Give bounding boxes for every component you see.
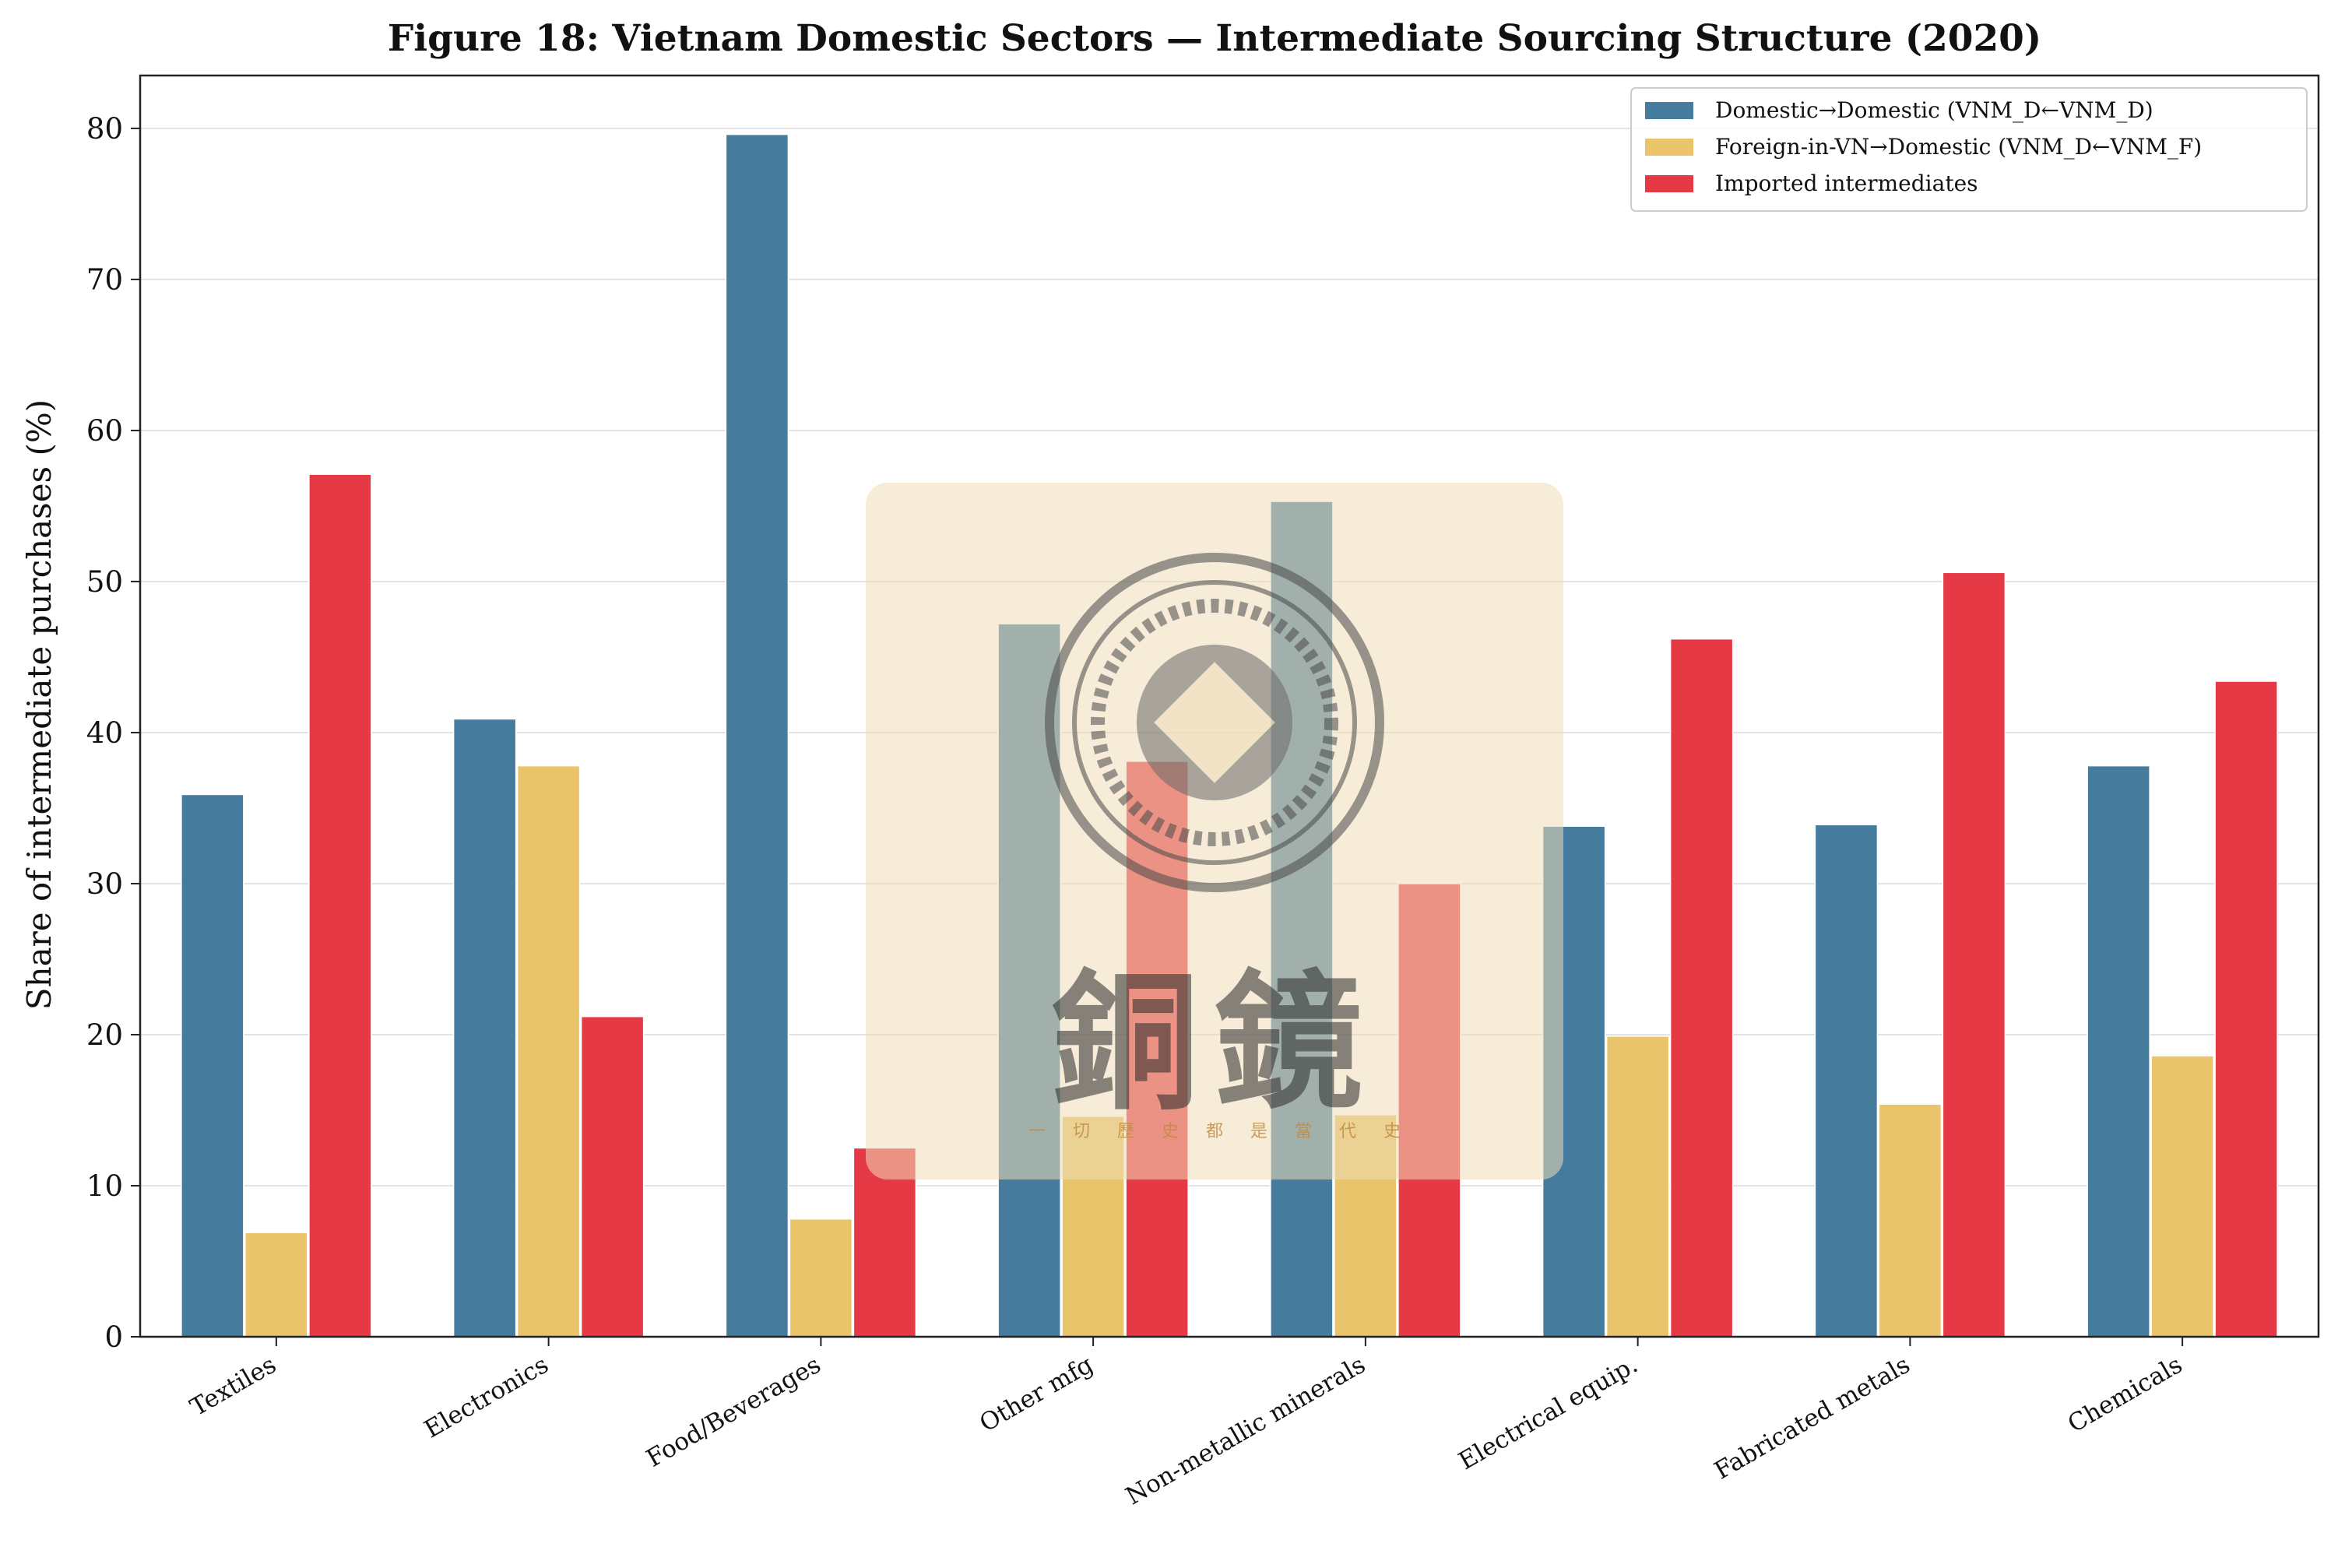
legend-label: Imported intermediates (1715, 171, 1978, 196)
bar (1605, 1035, 1670, 1338)
watermark-logo-text: 銅鏡 (1051, 957, 1378, 1129)
watermark-tagline-char: 當 (1295, 1122, 1312, 1141)
watermark-tagline-char: 史 (1162, 1122, 1179, 1141)
watermark-tagline-char: 代 (1339, 1122, 1356, 1141)
watermark-tagline-char: 一 (1028, 1122, 1046, 1141)
bar (1669, 638, 1734, 1338)
watermark-emblem: 銅鏡 (1045, 553, 1384, 1129)
watermark-tagline-char: 歷 (1117, 1122, 1134, 1141)
bar (308, 473, 372, 1338)
y-tick-label: 20 (86, 1018, 123, 1052)
legend-swatch (1645, 102, 1693, 119)
watermark-tagline: 一切歷史都是當代史 (1028, 1122, 1401, 1141)
legend-label: Domestic→Domestic (VNM_D←VNM_D) (1715, 97, 2153, 123)
watermark-tagline-char: 是 (1250, 1122, 1267, 1141)
watermark: 銅鏡 一 切 歷 史 都 是 當 代 史 (866, 483, 1563, 1180)
bar (2087, 765, 2150, 1338)
bar (1942, 571, 2006, 1338)
bar (516, 765, 581, 1338)
bar (1814, 824, 1879, 1338)
legend-swatch (1645, 139, 1693, 156)
bar (580, 1015, 645, 1338)
plot-frame (139, 74, 2320, 1338)
bar (452, 718, 517, 1338)
y-tick-label: 10 (86, 1169, 123, 1203)
chart-title: Figure 18: Vietnam Domestic Sectors — In… (388, 17, 2041, 60)
bar (2214, 680, 2278, 1338)
watermark-panel (866, 483, 1563, 1180)
bar (1878, 1103, 1942, 1338)
y-axis-label: Share of intermediate purchases (%) (20, 399, 58, 1010)
bar (725, 133, 789, 1338)
legend-swatch (1645, 175, 1693, 192)
y-tick-label: 60 (86, 414, 123, 448)
watermark-tagline-char: 都 (1206, 1122, 1223, 1141)
watermark-tagline-char: 切 (1073, 1122, 1090, 1141)
y-tick-label: 80 (86, 112, 123, 146)
bar (2150, 1055, 2214, 1338)
bar (244, 1232, 308, 1338)
bar (789, 1218, 853, 1338)
legend: Domestic→Domestic (VNM_D←VNM_D) Foreign-i… (1630, 87, 2308, 212)
y-tick-label: 50 (86, 565, 123, 599)
watermark-tagline-char: 史 (1383, 1122, 1401, 1141)
bar (181, 793, 244, 1338)
y-tick-label: 30 (86, 867, 123, 901)
y-tick-label: 40 (86, 716, 123, 750)
y-tick-label: 70 (86, 263, 123, 297)
legend-label: Foreign-in-VN→Domestic (VNM_D←VNM_F) (1715, 134, 2202, 160)
legend-box (1630, 87, 2308, 212)
y-tick-label: 0 (104, 1320, 123, 1354)
